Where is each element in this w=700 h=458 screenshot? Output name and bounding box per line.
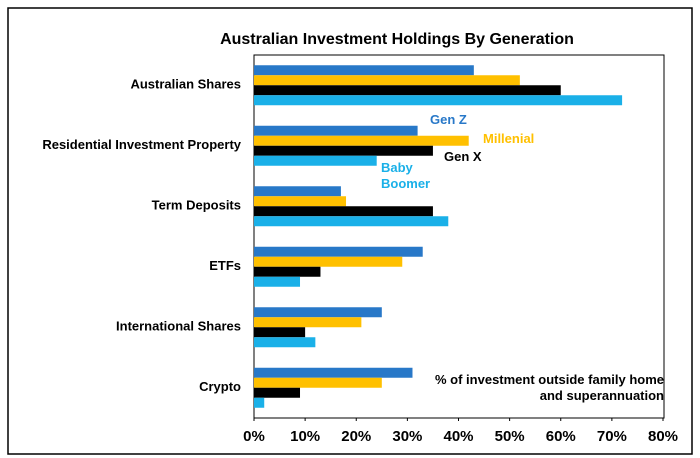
bar [254,65,474,76]
legend-label: Gen X [444,149,482,164]
x-tick-label: 60% [546,428,576,445]
bar [254,135,469,146]
bar [254,276,301,287]
bar [254,155,377,166]
y-tick-label: Australian Shares [130,77,241,92]
x-tick-label: 40% [443,428,473,445]
bar [254,377,382,388]
bar [254,367,413,378]
bar [254,256,403,267]
y-tick-label: ETFs [209,258,241,273]
annotation: % of investment outside family home and … [435,372,664,403]
outer-frame [7,7,693,455]
plot-frame [253,54,665,419]
chart-title: Australian Investment Holdings By Genera… [220,31,574,48]
y-tick-label: Crypto [199,379,241,394]
bar [254,206,433,217]
bar [254,95,623,106]
legend-label: Baby Boomer [381,160,431,191]
bar [254,85,561,96]
x-tick-label: 80% [648,428,678,445]
bar [254,266,321,277]
y-tick-label: Term Deposits [152,198,241,213]
x-tick-label: 20% [341,428,371,445]
bar [254,196,347,207]
bar [254,186,341,197]
legend-label: Millenial [483,131,535,146]
x-tick-label: 70% [597,428,627,445]
bar [254,307,382,318]
x-tick-label: 50% [495,428,525,445]
y-tick-label: Residential Investment Property [42,137,241,152]
legend-label: Gen Z [430,112,467,127]
bar [254,327,306,338]
bar [254,246,423,257]
x-tick-label: 10% [290,428,320,445]
y-tick-label: International Shares [116,319,241,334]
bar [254,317,362,328]
x-tick-label: 30% [392,428,422,445]
bar [254,75,520,86]
bar [254,145,433,156]
bar [254,125,418,136]
x-tick-label: 0% [243,428,265,445]
bar [254,216,449,227]
bar [254,337,316,348]
bar [254,387,301,398]
bar [254,397,265,408]
